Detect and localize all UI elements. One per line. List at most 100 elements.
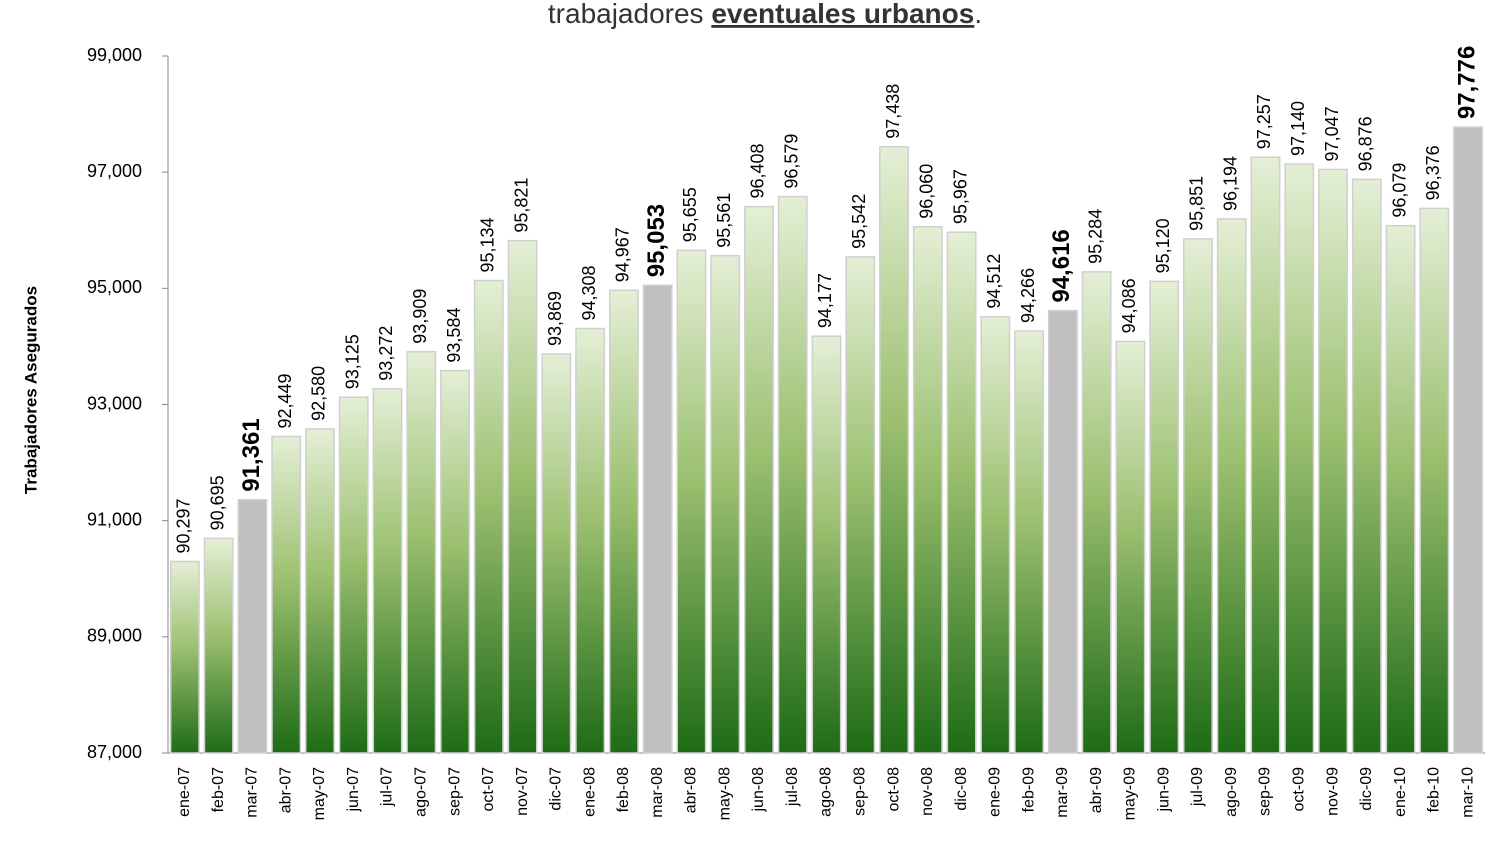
x-tick-label: jul-08 — [784, 767, 801, 807]
data-label: 97,047 — [1322, 106, 1342, 161]
data-label: 95,655 — [680, 187, 700, 242]
x-tick-label: sep-07 — [446, 767, 463, 816]
data-label: 94,967 — [613, 227, 633, 282]
x-tick-label: dic-09 — [1358, 767, 1375, 811]
x-tick-label: sep-08 — [851, 767, 868, 816]
data-label: 95,542 — [849, 194, 869, 249]
bar — [744, 205, 774, 754]
bar — [946, 231, 977, 754]
x-tick-label: oct-07 — [480, 767, 497, 812]
x-tick-label: ago-07 — [412, 767, 429, 817]
data-label: 94,266 — [1018, 268, 1038, 323]
bar — [642, 284, 673, 754]
data-label: 96,579 — [781, 134, 801, 189]
bar — [980, 315, 1011, 754]
x-tick-label: nov-08 — [919, 767, 936, 816]
x-tick-label: jun-07 — [345, 767, 362, 813]
bar — [507, 239, 538, 754]
y-tick-label: 95,000 — [87, 277, 142, 297]
x-tick-label: dic-07 — [548, 767, 565, 811]
data-label: 97,140 — [1288, 101, 1308, 156]
data-label: 94,177 — [815, 273, 835, 328]
bar — [1250, 156, 1281, 754]
data-label: 96,376 — [1423, 145, 1443, 200]
x-tick-label: mar-07 — [244, 767, 261, 818]
bar — [1318, 168, 1348, 754]
data-label: 96,876 — [1356, 116, 1376, 171]
y-tick-label: 91,000 — [87, 509, 142, 529]
bar — [203, 537, 234, 754]
data-label: 95,821 — [511, 178, 531, 233]
title-part: trabajadores — [548, 0, 711, 29]
x-tick-label: ago-09 — [1223, 767, 1240, 817]
data-label: 97,257 — [1254, 94, 1274, 149]
data-label: 95,284 — [1085, 209, 1105, 264]
bar — [1419, 207, 1450, 754]
bar — [372, 387, 403, 754]
data-label: 93,272 — [376, 326, 396, 381]
x-tick-label: jul-07 — [379, 767, 396, 807]
data-label: 90,297 — [174, 498, 194, 553]
data-label: 94,308 — [579, 265, 599, 320]
x-tick-label: feb-07 — [210, 767, 227, 812]
bar — [912, 226, 943, 754]
title-part: . — [974, 0, 982, 29]
x-tick-label: oct-08 — [885, 767, 902, 812]
data-label: 92,449 — [275, 373, 295, 428]
bar — [777, 195, 808, 754]
y-tick-label: 89,000 — [87, 626, 142, 646]
x-tick-label: sep-09 — [1257, 767, 1274, 816]
bar — [1047, 309, 1078, 754]
data-label: 93,125 — [342, 334, 362, 389]
bar — [1351, 178, 1382, 754]
bar — [1385, 224, 1416, 754]
bar — [1014, 330, 1045, 754]
y-axis-label: Trabajadores Asegurados — [21, 286, 40, 494]
data-label: 93,909 — [410, 289, 430, 344]
data-label: 93,869 — [545, 291, 565, 346]
data-label: 96,194 — [1220, 156, 1240, 211]
bar — [338, 396, 369, 754]
bar — [1284, 163, 1315, 754]
bar — [440, 369, 470, 754]
x-tick-label: ene-08 — [581, 767, 598, 817]
bar — [845, 256, 876, 754]
x-tick-label: ene-09 — [987, 767, 1004, 817]
data-label: 97,438 — [883, 84, 903, 139]
data-label: 94,616 — [1048, 229, 1075, 302]
data-label: 95,851 — [1187, 176, 1207, 231]
data-label: 96,408 — [748, 143, 768, 198]
x-tick-label: feb-09 — [1020, 767, 1037, 812]
x-tick-label: ene-10 — [1392, 767, 1409, 817]
bar — [406, 350, 437, 754]
x-tick-label: may-07 — [311, 767, 328, 820]
x-tick-label: feb-10 — [1426, 767, 1443, 812]
x-tick-label: abr-09 — [1088, 767, 1105, 813]
bar — [608, 289, 639, 754]
bar — [1149, 280, 1180, 754]
x-tick-label: may-08 — [716, 767, 733, 820]
data-label: 91,361 — [238, 418, 265, 491]
bar — [811, 335, 842, 754]
x-tick-label: mar-10 — [1459, 767, 1476, 818]
bar — [271, 435, 302, 754]
bar — [676, 249, 707, 754]
bar — [169, 560, 200, 754]
bar — [305, 428, 335, 754]
chart-title: trabajadores eventuales urbanos. — [548, 0, 982, 29]
x-tick-label: oct-09 — [1290, 767, 1307, 812]
data-label: 94,086 — [1119, 278, 1139, 333]
y-tick-label: 97,000 — [87, 161, 142, 181]
data-label: 94,512 — [984, 254, 1004, 309]
data-label: 95,561 — [714, 193, 734, 248]
data-label: 92,580 — [309, 366, 329, 421]
data-label: 93,584 — [444, 308, 464, 363]
bar — [237, 498, 268, 754]
data-label: 95,134 — [478, 217, 498, 272]
x-tick-label: may-09 — [1122, 767, 1139, 820]
data-label: 95,120 — [1153, 218, 1173, 273]
data-label: 96,079 — [1389, 163, 1409, 218]
x-tick-label: feb-08 — [615, 767, 632, 812]
x-tick-label: nov-09 — [1324, 767, 1341, 816]
